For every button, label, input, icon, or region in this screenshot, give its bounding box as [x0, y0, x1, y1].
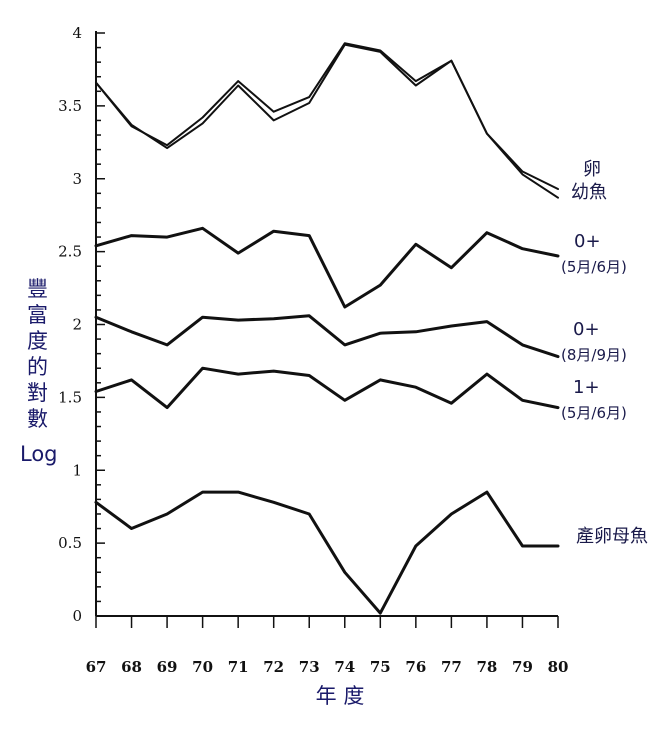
axes	[95, 31, 558, 617]
x-axis-ticks: 67 68 69 70 71 72 73 74 75 76 77 78 79 80	[86, 616, 569, 676]
x-tick-label: 79	[512, 658, 533, 676]
series-sub-age0-augsep: (8月/9月)	[561, 346, 627, 364]
series-label-age0-mayjun: 0+	[574, 231, 601, 252]
series-label-age1-mayjun: 1+	[573, 377, 600, 398]
y-axis-title-char-0: 豐	[27, 277, 48, 301]
y-axis-title-char-5: 數	[27, 407, 48, 431]
x-tick-label: 74	[334, 658, 355, 676]
y-tick-label: 3.5	[58, 97, 82, 115]
y-axis-title: 豐 富 度 的 對 數 Log	[20, 277, 58, 466]
y-axis-title-char-3: 的	[27, 355, 48, 379]
y-tick-label: 1	[72, 461, 82, 479]
series-label-spawners: 產卵母魚	[576, 526, 648, 547]
x-tick-label: 70	[192, 658, 213, 676]
series-sub-age0-mayjun: (5月/6月)	[561, 258, 627, 276]
y-tick-label: 1.5	[58, 388, 82, 406]
y-tick-label: 0	[72, 607, 82, 625]
series-labels: 卵 幼魚 0+ (5月/6月) 0+ (8月/9月) 1+ (5月/6月) 產卵…	[561, 159, 648, 547]
x-tick-label: 71	[228, 658, 249, 676]
y-tick-label: 2	[72, 316, 82, 334]
series-sub-age1-mayjun: (5月/6月)	[561, 404, 627, 422]
x-tick-label: 73	[299, 658, 320, 676]
y-axis-title-char-1: 富	[27, 303, 48, 327]
x-tick-label: 69	[157, 658, 178, 676]
series-label-juvenile: 幼魚	[571, 182, 607, 203]
series-line-4	[94, 366, 560, 410]
series-lines	[94, 42, 560, 615]
y-tick-label: 4	[72, 24, 82, 42]
series-line-2	[94, 226, 560, 309]
x-tick-label: 75	[370, 658, 391, 676]
series-line-3	[94, 314, 560, 359]
y-axis-title-char-2: 度	[27, 329, 48, 353]
x-tick-label: 72	[263, 658, 284, 676]
series-label-egg: 卵	[583, 159, 601, 180]
x-tick-label: 76	[405, 658, 426, 676]
series-label-age0-augsep: 0+	[573, 319, 600, 340]
x-axis-title: 年 度	[316, 684, 365, 708]
x-tick-label: 80	[548, 658, 569, 676]
series-line-1	[95, 43, 559, 199]
series-line-0	[95, 42, 559, 190]
x-tick-label: 67	[86, 658, 107, 676]
x-tick-label: 77	[441, 658, 462, 676]
y-axis-ticks: 0 0.5 1 1.5 2 2.5 3 3.5 4	[58, 24, 105, 625]
series-line-5	[94, 490, 560, 615]
y-axis-title-char-4: 對	[27, 381, 48, 405]
y-tick-label: 0.5	[58, 534, 82, 552]
y-axis-title-log: Log	[20, 442, 58, 466]
y-tick-label: 2.5	[58, 243, 82, 261]
y-tick-label: 3	[72, 170, 82, 188]
x-tick-label: 68	[121, 658, 142, 676]
x-tick-label: 78	[476, 658, 497, 676]
